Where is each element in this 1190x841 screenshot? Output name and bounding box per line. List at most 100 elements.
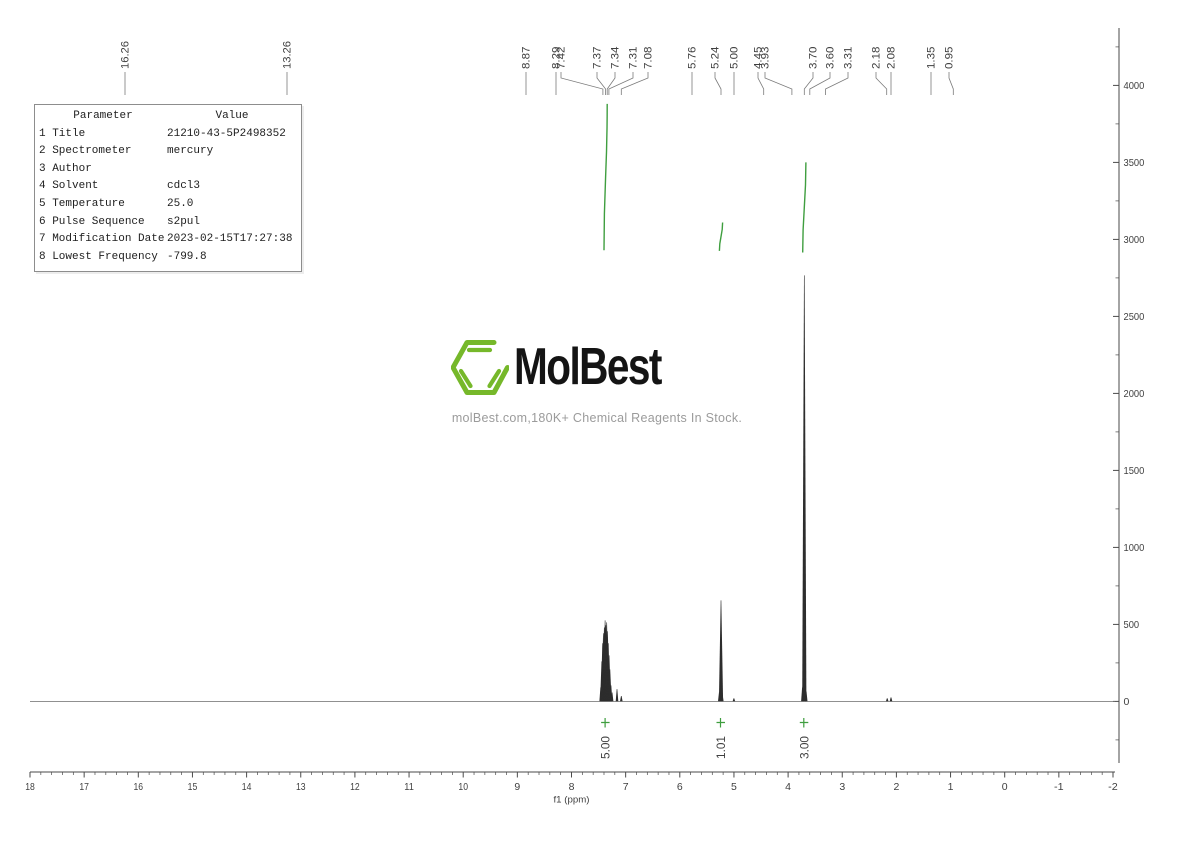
- x-axis: [29, 771, 1115, 778]
- peak-shift-label: 8.87: [521, 47, 533, 69]
- x-axis-labels: 18 17 16 15 14 13 12 11 10 9 8 7 6 5 4 3 2 1 0 -1 -2f1 (ppm): [25, 781, 1118, 806]
- param-header-cell: Parameter: [73, 110, 133, 122]
- peak-shift-label: 4.45: [753, 47, 765, 69]
- nmr-peak: [718, 600, 724, 702]
- peak-label-connector: [560, 72, 604, 95]
- peak-shift-label: 13.26: [282, 41, 294, 69]
- svg-text:5: 5: [731, 781, 737, 793]
- nmr-peak: [804, 691, 808, 702]
- peak-shift-label: 5.00: [729, 47, 741, 69]
- nmr-peak: [610, 692, 614, 702]
- svg-text:2500: 2500: [1124, 311, 1145, 323]
- svg-text:500: 500: [1124, 619, 1140, 631]
- param-row: 1 Title 21210-43-5P2498352: [39, 127, 286, 140]
- peak-label-connector: [757, 72, 765, 95]
- nmr-peak: [620, 696, 623, 702]
- svg-text:16: 16: [134, 781, 144, 793]
- nmr-peak: [721, 694, 724, 702]
- integral-curve: [718, 222, 724, 251]
- integral-curve: [802, 162, 807, 253]
- peak-shift-label: 5.76: [687, 47, 699, 69]
- peak-label-connector: [948, 72, 954, 95]
- peak-label-connector: [764, 72, 793, 95]
- x-axis-title: f1 (ppm): [554, 795, 590, 806]
- svg-text:0: 0: [1124, 696, 1130, 708]
- svg-text:17: 17: [79, 781, 89, 793]
- svg-text:18: 18: [25, 781, 35, 793]
- svg-text:13: 13: [296, 781, 306, 793]
- peak-label-connector: [620, 72, 649, 95]
- svg-text:3500: 3500: [1124, 157, 1145, 169]
- watermark: MolBest: [451, 339, 702, 396]
- peak-shift-label: 5.24: [710, 47, 722, 69]
- svg-text:3: 3: [839, 781, 845, 793]
- peak-shift-label: 2.18: [871, 47, 883, 69]
- svg-text:14: 14: [242, 781, 252, 793]
- integral-value: 5.00: [601, 736, 613, 759]
- param-row: 4 Solvent cdcl3: [39, 180, 201, 193]
- svg-text:4000: 4000: [1124, 80, 1145, 92]
- molbest-hexagon-logo: [451, 340, 509, 395]
- integral-layer: 5.00 1.01 3.00: [601, 103, 811, 759]
- param-table-header: Parameter Value: [39, 108, 297, 126]
- parameter-table: Parameter Value 1 Title 21210-43-5P249835…: [34, 104, 302, 273]
- peak-shift-label: 7.08: [643, 47, 655, 69]
- svg-text:-2: -2: [1108, 781, 1118, 793]
- svg-text:10: 10: [458, 781, 468, 793]
- peak-label-connector: [608, 72, 634, 95]
- value-header-cell: Value: [215, 110, 249, 122]
- nmr-peak: [889, 697, 893, 702]
- param-row: 6 Pulse Sequence s2pul: [39, 215, 201, 228]
- nmr-peak: [615, 689, 619, 702]
- svg-text:4: 4: [785, 781, 791, 793]
- svg-text:11: 11: [404, 781, 414, 793]
- param-row: 5 Temperature 25.0: [39, 197, 194, 210]
- svg-text:-1: -1: [1054, 781, 1064, 793]
- peak-label-connector: [825, 72, 849, 95]
- peak-shift-label: 3.93: [760, 47, 772, 69]
- integral-range-mark: [601, 718, 610, 728]
- nmr-peak: [802, 275, 807, 702]
- integral-curve: [603, 103, 608, 251]
- peak-labels: 16.26 13.26 8.87 8.297.42 7.37 7.34 7.31 7.08 5.…: [120, 41, 956, 95]
- svg-text:1: 1: [948, 781, 954, 793]
- peak-shift-label: 16.26: [120, 41, 132, 69]
- param-row: 3 Author: [39, 162, 92, 175]
- peak-shift-label: 2.08: [886, 47, 898, 69]
- svg-text:2: 2: [893, 781, 899, 793]
- svg-text:8: 8: [569, 781, 575, 793]
- peak-shift-label: 1.35: [926, 47, 938, 69]
- integral-range-mark: [799, 718, 809, 728]
- peak-shift-label: 3.31: [843, 47, 855, 69]
- svg-text:1000: 1000: [1124, 542, 1145, 554]
- spectrum-trace: [30, 275, 1115, 702]
- peak-shift-label: 0.95: [944, 47, 956, 69]
- watermark-tagline: molBest.com,180K+ Chemical Reagents In S…: [451, 411, 743, 425]
- param-row: 8 Lowest Frequency -799.8: [39, 250, 207, 263]
- peak-label-connector: [596, 72, 606, 95]
- peak-shift-label: 7.31: [628, 47, 640, 69]
- integral-value: 3.00: [799, 736, 811, 759]
- svg-text:7: 7: [623, 781, 629, 793]
- svg-text:3000: 3000: [1124, 234, 1145, 246]
- peak-shift-label: 7.34: [610, 47, 622, 69]
- svg-text:2000: 2000: [1124, 388, 1145, 400]
- integral-value: 1.01: [716, 736, 728, 759]
- y-axis: [1113, 28, 1120, 763]
- peak-shift-label: 3.70: [808, 47, 820, 69]
- svg-text:15: 15: [188, 781, 198, 793]
- peak-label-connector: [809, 72, 831, 95]
- peak-shift-label: 3.60: [825, 47, 837, 69]
- peak-shift-label: 7.42: [556, 47, 568, 69]
- nmr-peak: [732, 698, 736, 702]
- svg-text:0: 0: [1002, 781, 1008, 793]
- peak-shift-label: 8.29: [551, 47, 563, 69]
- param-table-rows: 1 Title 21210-43-5P2498352 2 Spectrometer m…: [39, 126, 297, 267]
- nmr-peak: [885, 698, 889, 702]
- svg-text:6: 6: [677, 781, 683, 793]
- svg-text:12: 12: [350, 781, 360, 793]
- param-row: 7 Modification Date 2023-02-15T17:27:38: [39, 233, 293, 246]
- integral-range-mark: [716, 718, 725, 728]
